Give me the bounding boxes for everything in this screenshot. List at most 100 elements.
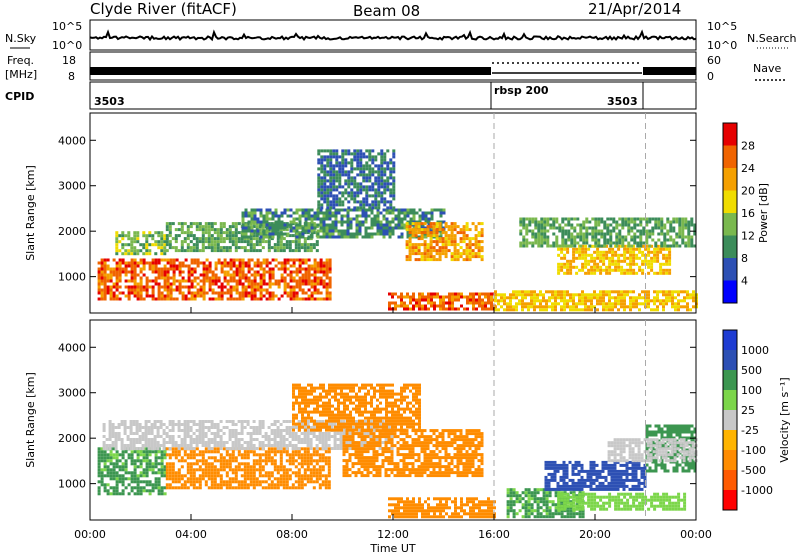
- heatmap-cell-3: [343, 214, 347, 218]
- heatmap-cell-0: [127, 294, 131, 298]
- heatmap-cell-0: [196, 258, 200, 262]
- heatmap-cell-2: [246, 441, 250, 444]
- heatmap-cell-0: [196, 294, 200, 298]
- colorbar-swatch: [723, 168, 737, 191]
- heatmap-cell-2: [102, 441, 106, 444]
- heatmap-cell-5: [429, 225, 433, 229]
- heatmap-cell-2: [204, 222, 208, 226]
- heatmap-cell-2: [327, 438, 331, 441]
- heatmap-cell-2: [327, 432, 331, 435]
- heatmap-cell-2: [252, 246, 256, 250]
- heatmap-cell-2: [342, 429, 346, 432]
- heatmap-cell-8: [569, 259, 573, 263]
- heatmap-cell-0: [166, 270, 170, 274]
- heatmap-cell-7: [563, 299, 566, 303]
- heatmap-cell-3: [244, 214, 248, 218]
- heatmap-cell-5: [480, 228, 484, 232]
- heatmap-cell-0: [163, 288, 167, 292]
- heatmap-cell-7: [533, 293, 536, 297]
- heatmap-cell-8: [593, 256, 597, 260]
- heatmap-cell-3: [373, 232, 377, 236]
- heatmap-cell-5: [444, 243, 448, 247]
- heatmap-cell-3: [319, 229, 323, 233]
- heatmap-cell-1: [222, 468, 226, 472]
- heatmap-cell-3: [379, 220, 383, 224]
- heatmap-cell-0: [115, 456, 119, 460]
- heatmap-cell-2: [258, 441, 262, 444]
- heatmap-cell-6: [406, 304, 409, 308]
- heatmap-cell-1: [225, 465, 229, 469]
- heatmap-cell-4: [377, 194, 381, 198]
- heatmap-cell-2: [285, 432, 289, 435]
- heatmap-cell-0: [202, 267, 206, 271]
- heatmap-cell-2: [141, 435, 145, 438]
- heatmap-cell-1: [267, 453, 271, 457]
- heatmap-cell-6: [391, 292, 394, 296]
- heatmap-cell-7: [596, 299, 599, 303]
- heatmap-cell-8: [596, 268, 600, 272]
- heatmap-cell-1: [297, 462, 301, 466]
- heatmap-cell-4: [374, 170, 378, 174]
- heatmap-cell-1: [327, 465, 331, 469]
- heatmap-cell-2: [306, 423, 310, 426]
- heatmap-cell-2: [315, 225, 319, 229]
- heatmap-cell-1: [148, 234, 152, 238]
- heatmap-cell-0: [103, 486, 107, 490]
- heatmap-cell-3: [376, 220, 380, 224]
- heatmap-cell-0: [118, 297, 122, 301]
- heatmap-cell-7: [563, 293, 566, 297]
- heatmap-cell-0: [139, 285, 143, 289]
- heatmap-cell-3: [343, 220, 347, 224]
- heatmap-cell-8: [581, 247, 585, 251]
- heatmap-cell-7: [686, 302, 689, 306]
- heatmap-cell-1: [213, 465, 217, 469]
- heatmap-cell-1: [163, 249, 167, 253]
- heatmap-cell-5: [435, 243, 439, 247]
- heatmap-cell-1: [189, 471, 193, 475]
- heatmap-cell-3: [385, 223, 389, 227]
- heatmap-cell-2: [177, 447, 181, 450]
- heatmap-cell-4: [326, 173, 330, 177]
- heatmap-cell-2: [231, 225, 235, 229]
- heatmap-cell-4: [359, 170, 363, 174]
- heatmap-cell-4: [350, 158, 354, 162]
- heatmap-cell-4: [389, 176, 393, 180]
- heatmap-cell-2: [102, 423, 106, 426]
- heatmap-cell-1: [145, 243, 149, 247]
- heatmap-cell-0: [253, 294, 257, 298]
- heatmap-cell-3: [397, 208, 401, 212]
- heatmap-cell-0: [283, 267, 287, 271]
- heatmap-cell-1: [252, 453, 256, 457]
- heatmap-cell-4: [338, 173, 342, 177]
- heatmap-cell-2: [186, 429, 190, 432]
- heatmap-cell-1: [195, 453, 199, 457]
- heatmap-cell-0: [196, 291, 200, 295]
- heatmap-cell-4: [344, 173, 348, 177]
- heatmap-cell-1: [255, 477, 259, 481]
- heatmap-cell-1: [222, 459, 226, 463]
- heatmap-cell-3: [391, 226, 395, 230]
- heatmap-cell-8: [659, 268, 663, 272]
- heatmap-cell-4: [356, 149, 360, 153]
- heatmap-cell-8: [629, 262, 633, 266]
- heatmap-cell-3: [355, 235, 359, 239]
- heatmap-cell-2: [198, 429, 202, 432]
- heatmap-cell-9: [675, 241, 679, 245]
- heatmap-cell-0: [310, 291, 314, 295]
- heatmap-cell-3: [403, 211, 407, 215]
- heatmap-cell-0: [304, 267, 308, 271]
- heatmap-cell-7: [629, 302, 632, 306]
- heatmap-cell-2: [309, 432, 313, 435]
- heatmap-cell-1: [186, 465, 190, 469]
- heatmap-cell-4: [338, 191, 342, 195]
- heatmap-cell-4: [356, 161, 360, 165]
- heatmap-cell-7: [548, 299, 551, 303]
- heatmap-cell-0: [178, 288, 182, 292]
- heatmap-cell-2: [201, 432, 205, 435]
- heatmap-cell-0: [145, 456, 149, 460]
- heatmap-cell-8: [668, 268, 672, 272]
- heatmap-cell-9: [669, 220, 673, 224]
- heatmap-cell-4: [353, 167, 357, 171]
- heatmap-cell-1: [282, 486, 286, 490]
- heatmap-cell-2: [315, 249, 319, 253]
